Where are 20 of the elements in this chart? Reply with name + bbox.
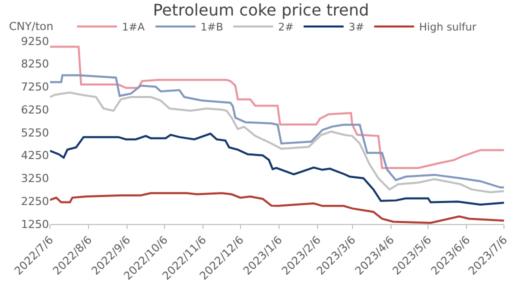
legend-label: High sulfur bbox=[419, 22, 477, 34]
line-series bbox=[50, 132, 504, 206]
line-series bbox=[50, 46, 504, 169]
y-tick-label: 3250 bbox=[21, 172, 49, 186]
y-tick-label: 4250 bbox=[21, 149, 49, 162]
chart-title: Petroleum coke price trend bbox=[152, 0, 370, 20]
legend-label: 1#B bbox=[200, 22, 224, 34]
y-tick-label: 8250 bbox=[21, 58, 49, 71]
y-tick-label: 9250 bbox=[21, 34, 49, 48]
legend-label: 1#A bbox=[122, 22, 146, 34]
y-tick-label: 2250 bbox=[21, 194, 49, 208]
line-series bbox=[50, 74, 504, 188]
legend-label: 3# bbox=[348, 22, 364, 34]
legend-label: 2# bbox=[278, 22, 294, 34]
y-axis-title: CNY/ton bbox=[9, 20, 54, 33]
y-tick-label: 5250 bbox=[21, 126, 49, 140]
y-tick-label: 1250 bbox=[21, 218, 49, 231]
line-series bbox=[50, 91, 504, 194]
y-tick-label: 7250 bbox=[21, 80, 49, 94]
y-tick-label: 6250 bbox=[21, 103, 49, 116]
